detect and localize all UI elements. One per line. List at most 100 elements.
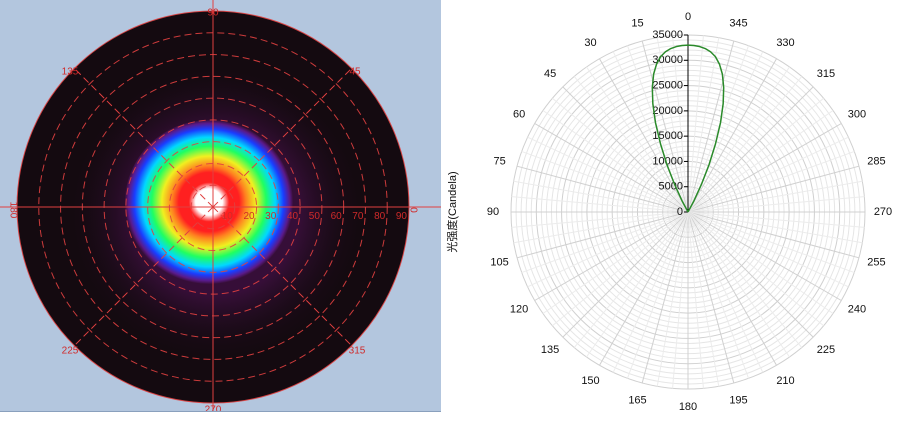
polar-spoke <box>562 86 689 213</box>
polar-spoke <box>527 136 689 213</box>
beam-heatmap-panel: 90 45 0 315 270 225 180 135 10 20 30 40 50 60 70 80 90 <box>0 0 441 412</box>
polar-spoke <box>573 76 689 213</box>
polar-spoke <box>687 211 814 338</box>
polar-spoke <box>511 211 689 228</box>
heatmap-angle-label: 90 <box>207 8 219 19</box>
polar-angle-label: 285 <box>867 155 885 167</box>
polar-angle-label: 315 <box>817 68 835 80</box>
polar-spoke <box>687 86 814 213</box>
polar-spoke <box>687 211 764 373</box>
polar-angle-label: 105 <box>490 256 508 268</box>
polar-intensity-chart: 0345330315300285270255240225210195180165… <box>445 11 892 413</box>
polar-spoke <box>656 211 689 387</box>
polar-angle-label: 345 <box>729 18 747 30</box>
polar-spoke <box>687 211 860 259</box>
polar-spoke <box>687 97 824 213</box>
heatmap-radius-label: 40 <box>287 211 299 222</box>
polar-angle-label: 180 <box>679 401 697 413</box>
polar-spoke <box>511 196 689 213</box>
panel-bottom-border <box>0 411 441 412</box>
polar-radial-tick-label: 10000 <box>652 155 683 167</box>
polar-spoke <box>586 66 689 213</box>
polar-angle-label: 75 <box>493 155 505 167</box>
polar-spoke <box>687 150 855 213</box>
polar-angle-label: 15 <box>631 18 643 30</box>
intensity-curve <box>651 44 725 213</box>
heatmap-angle-label: 135 <box>62 67 79 78</box>
heatmap-angle-label: 45 <box>349 67 361 78</box>
polar-spoke <box>672 211 689 389</box>
polar-spoke <box>687 211 777 366</box>
heatmap-radius-label: 20 <box>243 211 255 222</box>
polar-angle-label: 150 <box>581 375 599 387</box>
polar-spoke <box>687 211 849 288</box>
polar-radial-tick-label: 35000 <box>652 29 683 41</box>
polar-spoke <box>687 211 704 389</box>
polar-spoke <box>534 211 689 301</box>
polar-radial-tick-label: 20000 <box>652 105 683 117</box>
polar-spoke <box>599 58 689 213</box>
polar-spoke <box>687 211 834 314</box>
heatmap-radius-label: 70 <box>352 211 364 222</box>
polar-spoke <box>521 150 689 213</box>
polar-spoke <box>534 123 689 213</box>
polar-angle-label: 165 <box>628 394 646 406</box>
polar-angle-label: 195 <box>729 394 747 406</box>
polar-angle-label: 0 <box>685 11 691 23</box>
polar-spoke <box>516 211 689 259</box>
polar-spoke <box>687 76 803 213</box>
polar-spoke <box>586 211 689 358</box>
polar-angle-label: 90 <box>487 206 499 218</box>
polar-spoke <box>687 66 790 213</box>
polar-angle-label: 210 <box>776 375 794 387</box>
polar-spoke <box>542 110 689 213</box>
polar-angle-label: 240 <box>848 303 866 315</box>
polar-spoke <box>599 211 689 366</box>
polar-spoke <box>687 58 777 213</box>
polar-angle-label: 120 <box>510 303 528 315</box>
polar-spoke <box>527 211 689 288</box>
heatmap-angle-label: 0 <box>407 207 418 213</box>
polar-angle-label: 255 <box>867 256 885 268</box>
polar-spoke <box>612 211 689 373</box>
heatmap-angle-label: 180 <box>7 202 18 219</box>
heatmap-angle-label: 270 <box>205 405 222 412</box>
polar-spoke <box>626 211 689 379</box>
polar-spoke <box>641 40 689 213</box>
polar-spoke <box>562 211 689 338</box>
polar-spoke <box>641 211 689 384</box>
polar-spoke <box>687 37 720 213</box>
heatmap-radius-label: 60 <box>331 211 343 222</box>
polar-spoke <box>687 123 842 213</box>
polar-spoke <box>687 165 860 213</box>
polar-angle-label: 30 <box>584 37 596 49</box>
polar-spoke <box>542 211 689 314</box>
polar-spoke <box>687 35 704 213</box>
polar-angle-label: 135 <box>541 344 559 356</box>
polar-spoke <box>552 211 689 327</box>
polar-spoke <box>687 211 824 327</box>
polar-spoke <box>672 35 689 213</box>
polar-spoke <box>687 110 834 213</box>
heatmap-radius-label: 10 <box>222 211 234 222</box>
polar-spoke <box>687 211 750 379</box>
polar-angle-label: 225 <box>817 344 835 356</box>
polar-angle-label: 60 <box>513 108 525 120</box>
polar-radial-tick-label: 5000 <box>659 181 683 193</box>
polar-spoke <box>687 211 865 228</box>
polar-chart-panel: 0 345 330 315 300 285 270 255 240 225 210 195 180 165… <box>441 0 900 421</box>
polar-spoke <box>687 211 863 244</box>
polar-spoke <box>626 45 689 213</box>
heatmap-angle-label: 225 <box>62 346 79 357</box>
y-axis-label: 光强度(Candela) <box>445 171 459 252</box>
heatmap-radius-label: 30 <box>265 211 277 222</box>
polar-angle-label: 330 <box>776 37 794 49</box>
polar-spoke <box>573 211 689 348</box>
polar-spoke <box>687 40 735 213</box>
polar-angle-label: 45 <box>544 68 556 80</box>
polar-spoke <box>552 97 689 213</box>
polar-spoke <box>513 180 689 213</box>
polar-spoke <box>687 211 720 387</box>
heatmap-angle-label: 315 <box>349 346 366 357</box>
polar-spoke <box>687 136 849 213</box>
